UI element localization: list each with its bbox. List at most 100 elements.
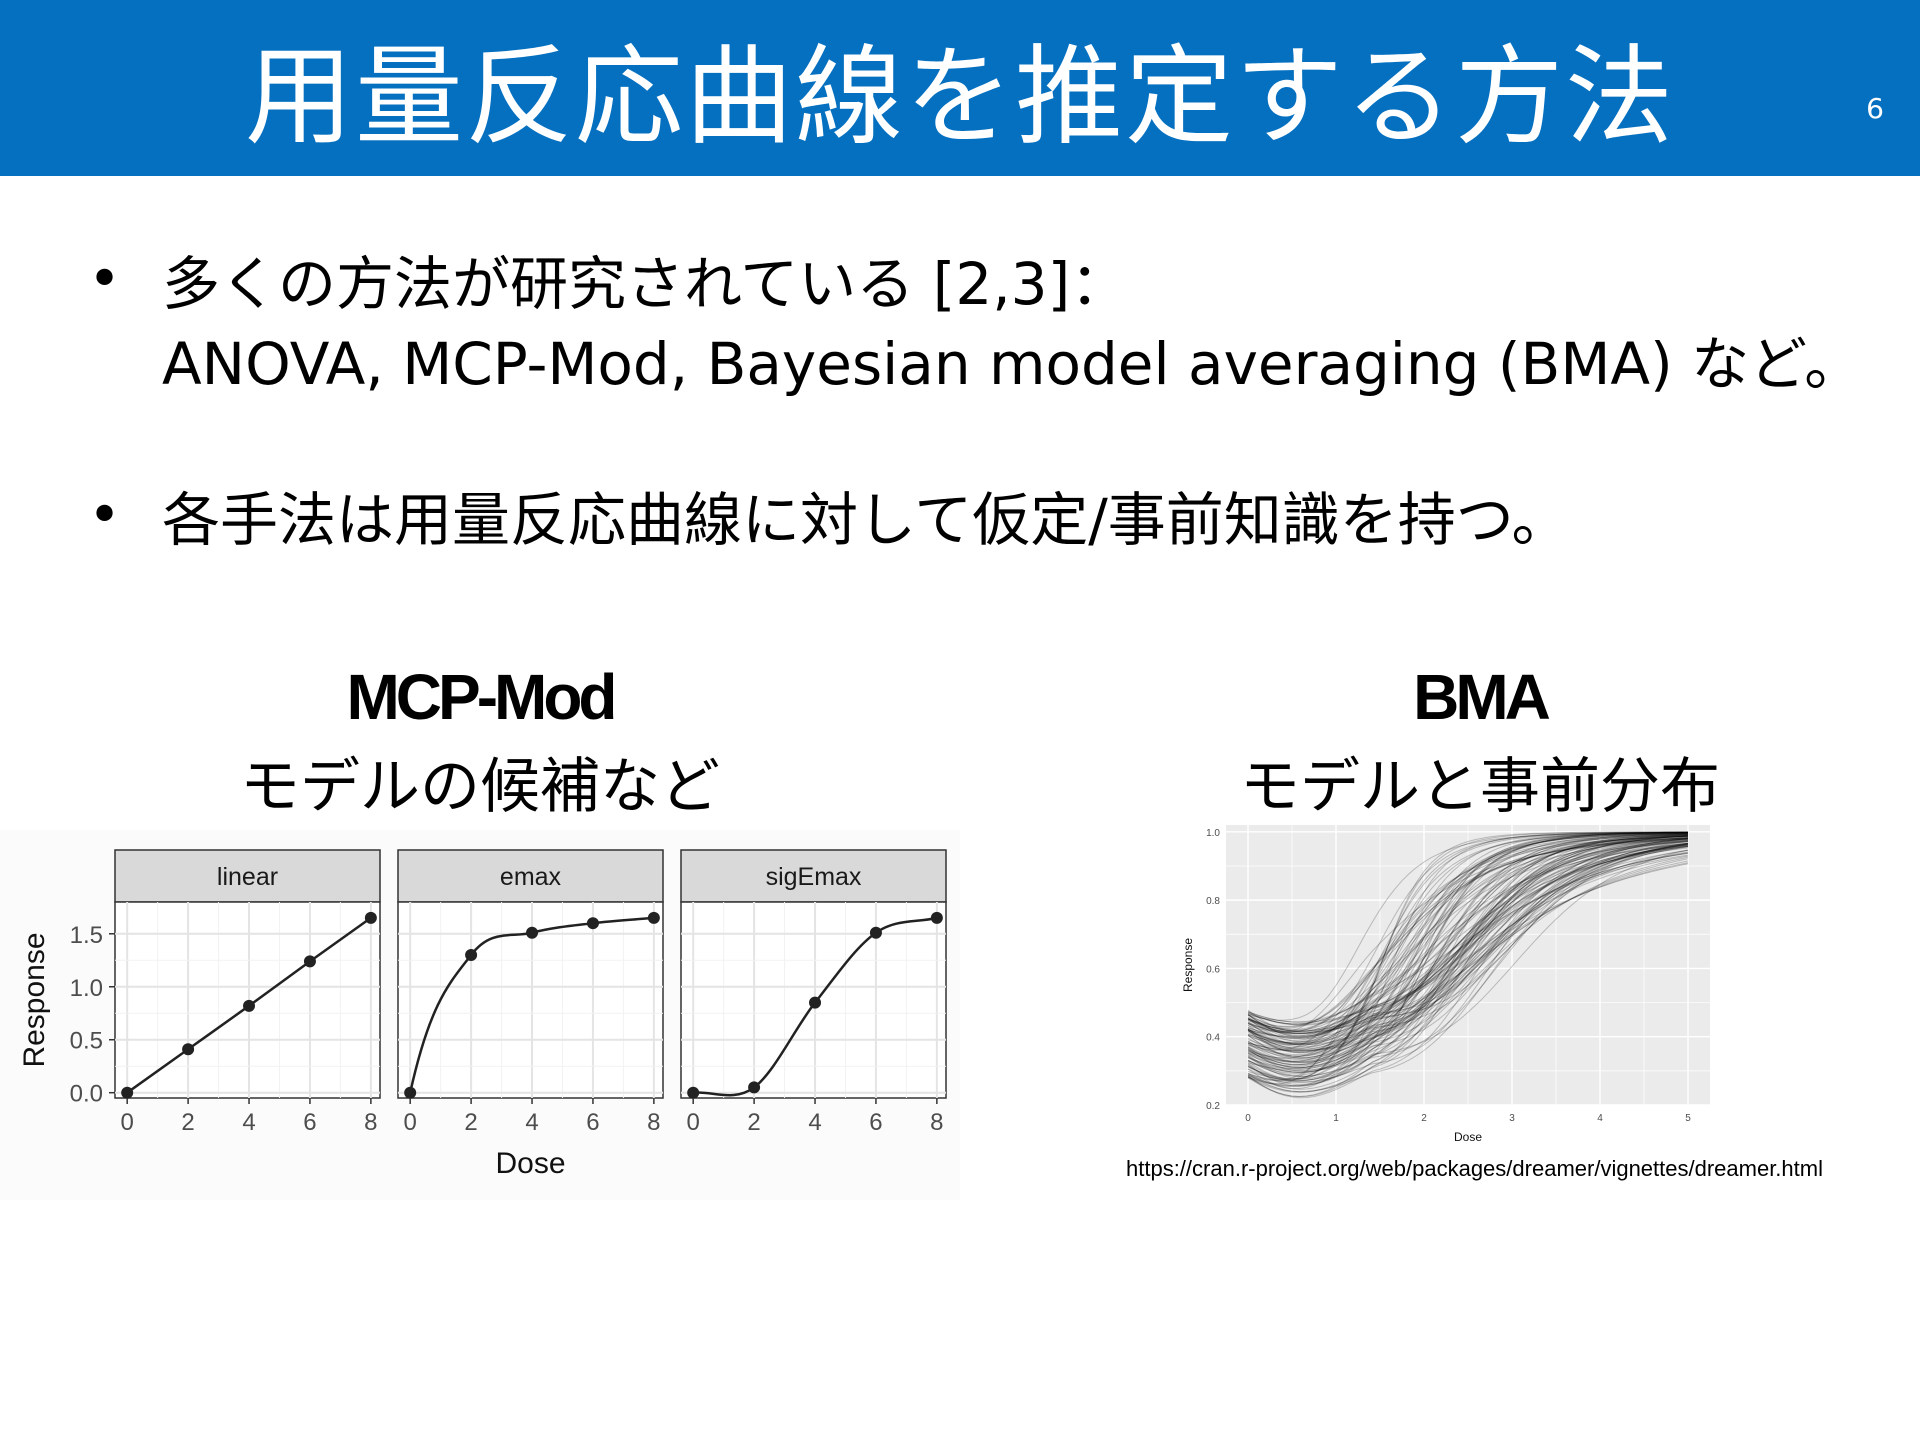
- prior-curve: [1247, 837, 1689, 1062]
- x-tick-label: 4: [808, 1109, 821, 1136]
- prior-curve: [1247, 835, 1689, 1080]
- bma-heading: BMA: [1413, 661, 1551, 733]
- y-tick-label: 1.5: [70, 922, 103, 949]
- x-tick-label: 6: [869, 1109, 882, 1136]
- data-point: [647, 911, 660, 924]
- mcp-mod-subheading: モデルの候補など: [240, 752, 720, 822]
- prior-curve: [1247, 845, 1689, 1035]
- prior-curve: [1247, 831, 1688, 1039]
- prior-curve: [1247, 834, 1689, 1054]
- facet-label: linear: [217, 863, 278, 891]
- x-tick-label: 8: [930, 1109, 943, 1136]
- prior-curve: [1247, 837, 1689, 1043]
- prior-curve: [1247, 834, 1689, 1045]
- mcp-mod-model-candidates-chart: linear 0 2 4 6 8 0.0 0.5 1.0 1.5 emax 0 2 4 6 8 sigEmax 0…: [0, 830, 960, 1200]
- prior-curve: [1247, 840, 1689, 1032]
- prior-curve: [1247, 843, 1689, 1076]
- y-axis-label: Response: [18, 932, 51, 1067]
- prior-curve: [1247, 831, 1688, 1044]
- bma-prior-curves-chart: 0 1 2 3 4 5 0.2 0.4 0.6 0.8 1.0 Dose Response: [1181, 825, 1710, 1144]
- y-axis-label: Response: [1181, 938, 1195, 992]
- prior-curve: [1247, 849, 1689, 1080]
- bullet-1-line-1: 多くの方法が研究されている [2,3]：: [162, 250, 1129, 318]
- data-point: [243, 999, 256, 1012]
- prior-curve: [1247, 833, 1689, 1066]
- prior-curve: [1247, 833, 1689, 1031]
- source-link[interactable]: https://cran.r-project.org/web/packages/…: [1126, 1156, 1823, 1181]
- prior-curve: [1247, 835, 1689, 1085]
- prior-curve: [1247, 835, 1689, 1046]
- data-point: [930, 911, 943, 924]
- prior-curve: [1247, 844, 1689, 1048]
- prior-curve: [1247, 838, 1689, 1033]
- prior-curve: [1247, 834, 1689, 1069]
- prior-curve: [1247, 842, 1689, 1064]
- prior-curve: [1247, 835, 1689, 1052]
- prior-curve: [1247, 841, 1689, 1049]
- prior-curve: [1247, 837, 1689, 1038]
- facet-label: emax: [500, 863, 562, 891]
- prior-curve: [1247, 832, 1689, 1044]
- prior-curve: [1247, 856, 1689, 1098]
- data-point: [182, 1043, 195, 1056]
- x-tick-label: 0: [404, 1109, 417, 1136]
- model-curve: [408, 916, 654, 1093]
- prior-curve: [1247, 837, 1689, 1034]
- prior-curve: [1247, 831, 1688, 1033]
- prior-curve: [1247, 833, 1689, 1053]
- x-tick-label: 0: [1245, 1113, 1251, 1124]
- prior-curve: [1247, 849, 1689, 1069]
- x-tick-label: 6: [586, 1109, 599, 1136]
- mcp-mod-heading: MCP-Mod: [346, 661, 617, 733]
- slide-title: 用量反応曲線を推定する方法: [244, 35, 1675, 160]
- x-axis-label: Dose: [1454, 1130, 1482, 1144]
- y-tick-label: 0.6: [1206, 964, 1220, 975]
- prior-curve: [1247, 845, 1689, 1045]
- prior-curve: [1247, 838, 1689, 1083]
- prior-curve: [1247, 835, 1689, 1093]
- title-bar: [0, 0, 1920, 176]
- prior-curve: [1247, 852, 1689, 1080]
- prior-curve: [1247, 852, 1689, 1025]
- prior-curve: [1247, 831, 1688, 1070]
- data-point: [586, 917, 599, 930]
- prior-curve: [1247, 863, 1689, 1057]
- prior-curve: [1247, 849, 1689, 1054]
- prior-curve: [1247, 832, 1689, 1074]
- bullet-marker: •: [88, 247, 122, 312]
- prior-curve: [1247, 832, 1689, 1062]
- prior-curve: [1247, 831, 1688, 1080]
- prior-curve: [1247, 832, 1689, 1063]
- prior-curve: [1247, 843, 1689, 1032]
- x-tick-label: 0: [121, 1109, 134, 1136]
- data-point: [687, 1086, 700, 1099]
- prior-curve: [1247, 831, 1688, 1060]
- prior-curve: [1247, 837, 1689, 1027]
- prior-curve: [1247, 835, 1689, 1050]
- y-tick-label: 0.0: [70, 1081, 103, 1108]
- data-point: [364, 911, 377, 924]
- page-number: 6: [1866, 92, 1884, 125]
- bullet-marker: •: [88, 483, 122, 548]
- prior-curve: [1247, 833, 1689, 1051]
- prior-curve: [1247, 832, 1688, 1068]
- prior-curve: [1247, 835, 1689, 1046]
- y-tick-label: 0.2: [1206, 1101, 1220, 1112]
- data-point: [303, 955, 316, 968]
- prior-curve: [1247, 844, 1689, 1059]
- prior-curve: [1247, 838, 1689, 1087]
- prior-curve: [1247, 833, 1689, 1081]
- data-point: [748, 1081, 761, 1094]
- x-tick-label: 8: [647, 1109, 660, 1136]
- prior-curve: [1247, 832, 1689, 1086]
- x-tick-label: 1: [1333, 1113, 1339, 1124]
- prior-curve: [1247, 832, 1689, 1041]
- prior-curve: [1247, 833, 1689, 1082]
- prior-curve: [1247, 838, 1689, 1051]
- prior-curve: [1247, 858, 1689, 1040]
- prior-curve: [1247, 839, 1689, 1026]
- prior-curve: [1247, 835, 1689, 1073]
- prior-curve: [1247, 839, 1689, 1072]
- prior-curve: [1247, 834, 1689, 1034]
- prior-curve: [1247, 840, 1689, 1059]
